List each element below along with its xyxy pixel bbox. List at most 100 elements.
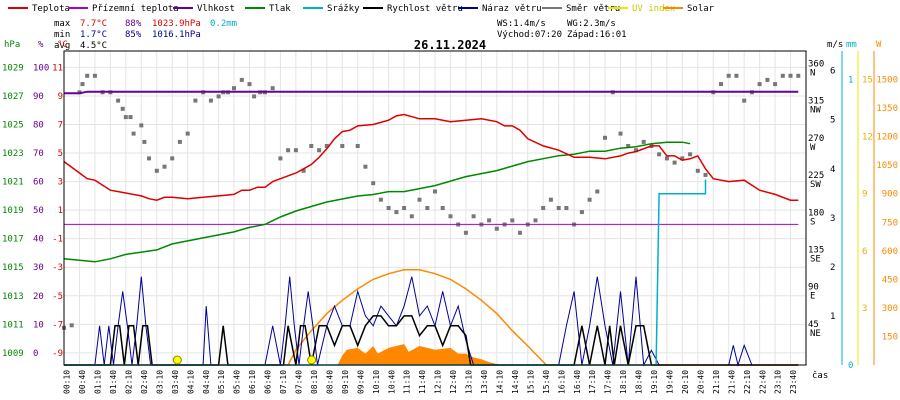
wind-dir-point-52 [433, 189, 437, 194]
wind-dir-point-96 [773, 82, 778, 87]
axis-c-unit: °C [57, 40, 68, 50]
axis-dir-name-7: NE [810, 329, 821, 339]
wind-dir-point-23 [208, 98, 213, 103]
x-tick-33: 16:40 [573, 370, 582, 394]
stat-min-press: 1016.1hPa [152, 30, 201, 40]
axis-w-tick-6: 600 [882, 247, 898, 257]
wind-dir-point-14 [142, 139, 147, 144]
x-tick-22: 11:10 [403, 370, 412, 394]
chart-title: 26.11.2024 [414, 38, 486, 52]
series-wind-speed [64, 315, 799, 366]
axis-hpa-tick-1: 1027 [2, 92, 24, 102]
info-ws: WS:1.4m/s [497, 19, 546, 29]
info-sunset: Západ:16:01 [567, 30, 627, 40]
axis-pct-tick-9: 10 [33, 320, 44, 330]
x-tick-38: 19:10 [650, 370, 659, 394]
axis-dir-deg-1: 315 [808, 97, 824, 107]
legend-label-2: Vlhkost [197, 4, 235, 14]
axis-mm-unit: mm [846, 40, 857, 50]
wind-dir-point-81 [657, 152, 662, 157]
wind-dir-point-76 [618, 131, 623, 136]
axis-mm-tick-1: 0 [848, 361, 853, 371]
axis-pct-tick-3: 70 [33, 149, 44, 159]
x-tick-1: 00:40 [78, 370, 87, 394]
wind-dir-point-74 [603, 135, 607, 140]
axis-c-tick-7: -3 [52, 263, 63, 273]
axis-pct-tick-7: 30 [33, 263, 44, 273]
axis-uv-tick-0: 15 [862, 76, 873, 86]
x-tick-17: 08:40 [325, 370, 334, 394]
axis-dir-deg-4: 180 [808, 208, 824, 218]
x-tick-43: 21:40 [727, 370, 736, 394]
wind-info: WS:1.4m/s WG:2.3m/s Východ:07:20 Západ:1… [497, 19, 627, 40]
series-pressure [63, 141, 691, 263]
series-temperature [63, 113, 799, 201]
axis-w-tick-1: 1350 [876, 104, 898, 114]
axis-pct-tick-0: 100 [33, 63, 49, 73]
grid [63, 51, 807, 365]
wind-dir-point-67 [548, 197, 553, 202]
axis-dir-name-0: N [810, 69, 815, 79]
x-tick-3: 01:40 [109, 370, 118, 394]
wind-dir-point-5 [92, 73, 97, 78]
x-tick-29: 14:40 [511, 370, 520, 394]
x-tick-27: 13:40 [480, 370, 489, 394]
stat-min-hum: 85% [125, 30, 142, 40]
axis-w-tick-7: 450 [882, 275, 898, 285]
x-tick-44: 22:10 [743, 370, 752, 394]
x-tick-25: 12:40 [449, 370, 458, 394]
wind-dir-point-57 [471, 214, 476, 219]
wind-dir-point-24 [216, 94, 221, 99]
wind-dir-point-72 [587, 197, 592, 202]
wind-dir-point-49 [409, 214, 414, 219]
axis-dir-name-1: NW [810, 106, 821, 116]
axis-dir-deg-0: 360 [808, 60, 824, 70]
axis-mm-tick-0: 1 [848, 76, 853, 86]
wind-dir-point-21 [193, 98, 198, 103]
wind-dir-point-95 [765, 77, 770, 82]
x-tick-4: 02:10 [124, 370, 133, 394]
sun-marker-0 [172, 355, 182, 365]
x-tick-35: 17:40 [604, 370, 613, 394]
axis-w-tick-3: 1050 [876, 161, 898, 171]
wind-dir-point-60 [494, 226, 499, 231]
legend-label-4: Srážky [327, 4, 360, 14]
series-solar-measured [64, 344, 799, 365]
axis-hpa-tick-2: 1025 [2, 121, 24, 131]
axis-w-tick-5: 750 [882, 218, 898, 228]
x-tick-13: 06:40 [264, 370, 273, 394]
axis-hpa-tick-5: 1019 [2, 206, 24, 216]
axis-dir-deg-2: 270 [808, 134, 824, 144]
x-tick-31: 15:40 [542, 370, 551, 394]
wind-dir-point-11 [128, 115, 133, 120]
wind-dir-point-20 [185, 131, 190, 136]
stat-avg-label: avg [54, 41, 70, 51]
wind-dir-point-79 [641, 139, 646, 144]
wind-dir-point-48 [402, 206, 407, 210]
x-tick-15: 07:40 [295, 370, 304, 394]
x-tick-45: 22:40 [758, 370, 767, 394]
wind-dir-point-77 [626, 144, 631, 148]
axis-ms-unit: m/s [827, 40, 843, 50]
axis-hpa-tick-10: 1009 [2, 349, 24, 359]
wind-dir-point-42 [355, 144, 360, 148]
axis-hpa-tick-4: 1021 [2, 178, 24, 188]
wind-dir-point-10 [123, 115, 128, 120]
axis-c-tick-5: 1 [58, 206, 63, 216]
x-tick-23: 11:40 [418, 370, 427, 394]
axis-c-tick-2: 7 [58, 121, 63, 131]
wind-dir-point-38 [309, 144, 314, 148]
wind-dir-point-40 [324, 144, 329, 148]
axis-ms-tick-5: 1 [830, 312, 835, 322]
wind-dir-point-35 [286, 148, 291, 153]
axis-dir-deg-3: 225 [808, 171, 824, 181]
wind-dir-point-85 [688, 152, 693, 157]
x-tick-47: 23:40 [789, 370, 798, 394]
stats-block: max 7.7°C 88% 1023.9hPa 0.2mm min 1.7°C … [54, 19, 237, 51]
x-tick-39: 19:40 [666, 370, 675, 394]
x-tick-6: 03:10 [155, 370, 164, 394]
wind-dir-point-30 [252, 94, 257, 99]
wind-dir-point-29 [247, 82, 252, 87]
wind-dir-point-43 [363, 164, 368, 169]
